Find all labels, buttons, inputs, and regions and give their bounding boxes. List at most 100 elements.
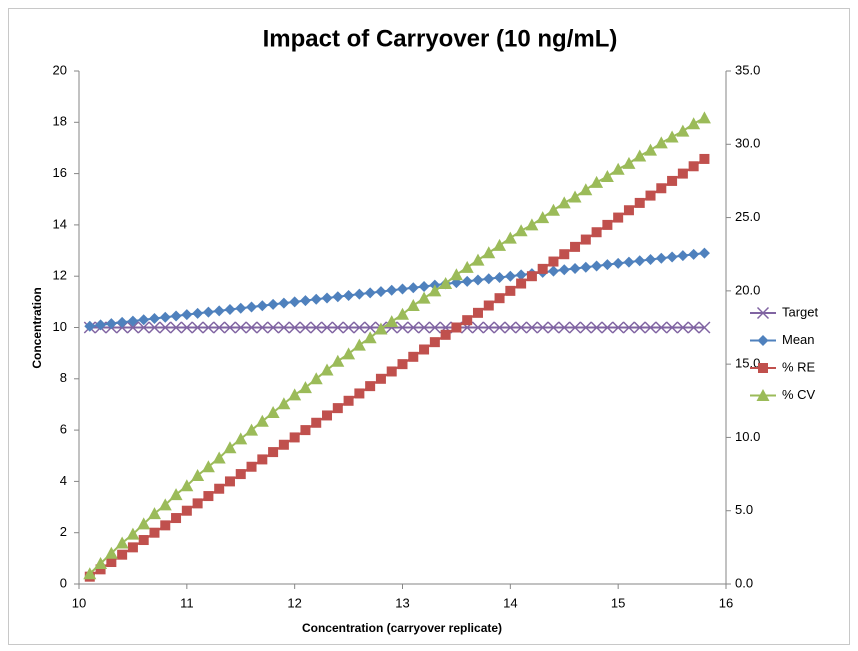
data-point [655, 252, 667, 264]
data-point [288, 321, 301, 334]
data-point [343, 395, 354, 406]
legend-marker [758, 363, 768, 373]
data-point [622, 156, 636, 169]
data-point [126, 321, 139, 334]
data-point [504, 270, 516, 282]
data-point [613, 212, 624, 223]
data-point [536, 211, 550, 224]
y-tick-label: 12 [53, 268, 67, 283]
y-tick-label: 20 [53, 62, 67, 77]
data-point [95, 319, 107, 331]
data-point [462, 315, 473, 326]
data-point [192, 307, 204, 319]
data-point [105, 318, 117, 330]
data-point [117, 549, 128, 560]
data-point [440, 329, 451, 340]
data-point [568, 190, 582, 203]
data-point [591, 260, 603, 272]
data-point [257, 454, 268, 465]
data-point [256, 300, 268, 312]
data-point [160, 520, 171, 531]
data-point [569, 321, 582, 334]
data-point [234, 432, 248, 445]
data-point [525, 321, 538, 334]
x-tick-label: 10 [72, 595, 86, 610]
data-point [342, 347, 356, 360]
data-point [601, 321, 614, 334]
data-point [633, 149, 647, 162]
data-point [331, 321, 344, 334]
data-point [299, 321, 312, 334]
data-point [677, 168, 688, 179]
data-point [310, 321, 323, 334]
data-point [299, 295, 311, 307]
series-line [89, 252, 705, 328]
data-point [180, 321, 193, 334]
data-point [235, 469, 246, 480]
data-point [94, 556, 108, 569]
data-point [268, 447, 279, 458]
data-point [202, 321, 215, 334]
data-point [289, 296, 301, 308]
data-point [687, 117, 701, 130]
data-point [246, 461, 257, 472]
data-point [267, 321, 280, 334]
data-point [698, 247, 710, 259]
data-point [342, 321, 355, 334]
y-tick-label: 8 [60, 370, 67, 385]
data-point [289, 432, 300, 443]
legend-marker [757, 335, 769, 346]
data-point [386, 366, 397, 377]
data-point [580, 234, 591, 245]
data-point [278, 439, 289, 450]
data-point [482, 321, 495, 334]
y-tick-label: 0 [60, 575, 67, 590]
data-point [354, 388, 365, 399]
data-point [471, 321, 485, 334]
data-point [548, 256, 559, 267]
data-point [697, 111, 711, 124]
y2-tick-label: 15.0 [735, 356, 760, 371]
legend-label: Target [782, 304, 819, 319]
x-tick-label: 16 [719, 595, 733, 610]
data-point [83, 567, 97, 580]
series-line [89, 158, 705, 578]
y-axis-title: Concentration [30, 287, 44, 368]
data-point [634, 255, 646, 267]
data-point [418, 280, 430, 292]
data-point [298, 381, 312, 394]
data-point [656, 183, 667, 194]
data-point [148, 313, 160, 325]
data-point [698, 321, 711, 334]
data-point [255, 414, 269, 427]
data-point [676, 321, 689, 334]
x-axis-title: Concentration (carryover replicate) [302, 621, 502, 635]
data-point [525, 218, 539, 231]
data-point [375, 373, 386, 384]
data-point [676, 124, 690, 137]
data-point [104, 546, 118, 559]
data-point [212, 451, 226, 464]
data-point [516, 278, 527, 289]
data-point [277, 321, 290, 334]
data-point [267, 298, 279, 310]
data-point [214, 483, 225, 494]
data-point [612, 257, 624, 269]
data-point [449, 268, 463, 281]
x-tick-label: 14 [503, 595, 517, 610]
data-point [611, 162, 625, 175]
y2-tick-label: 35.0 [735, 62, 760, 77]
data-point [601, 259, 613, 271]
data-point [311, 417, 322, 428]
data-point [408, 351, 419, 362]
data-point [310, 293, 322, 305]
data-point [256, 321, 269, 334]
data-point [558, 321, 571, 334]
data-point [579, 183, 593, 196]
data-point [148, 321, 161, 334]
data-point [191, 469, 205, 482]
data-point [397, 283, 408, 295]
data-point [557, 196, 571, 209]
data-point [201, 460, 215, 473]
